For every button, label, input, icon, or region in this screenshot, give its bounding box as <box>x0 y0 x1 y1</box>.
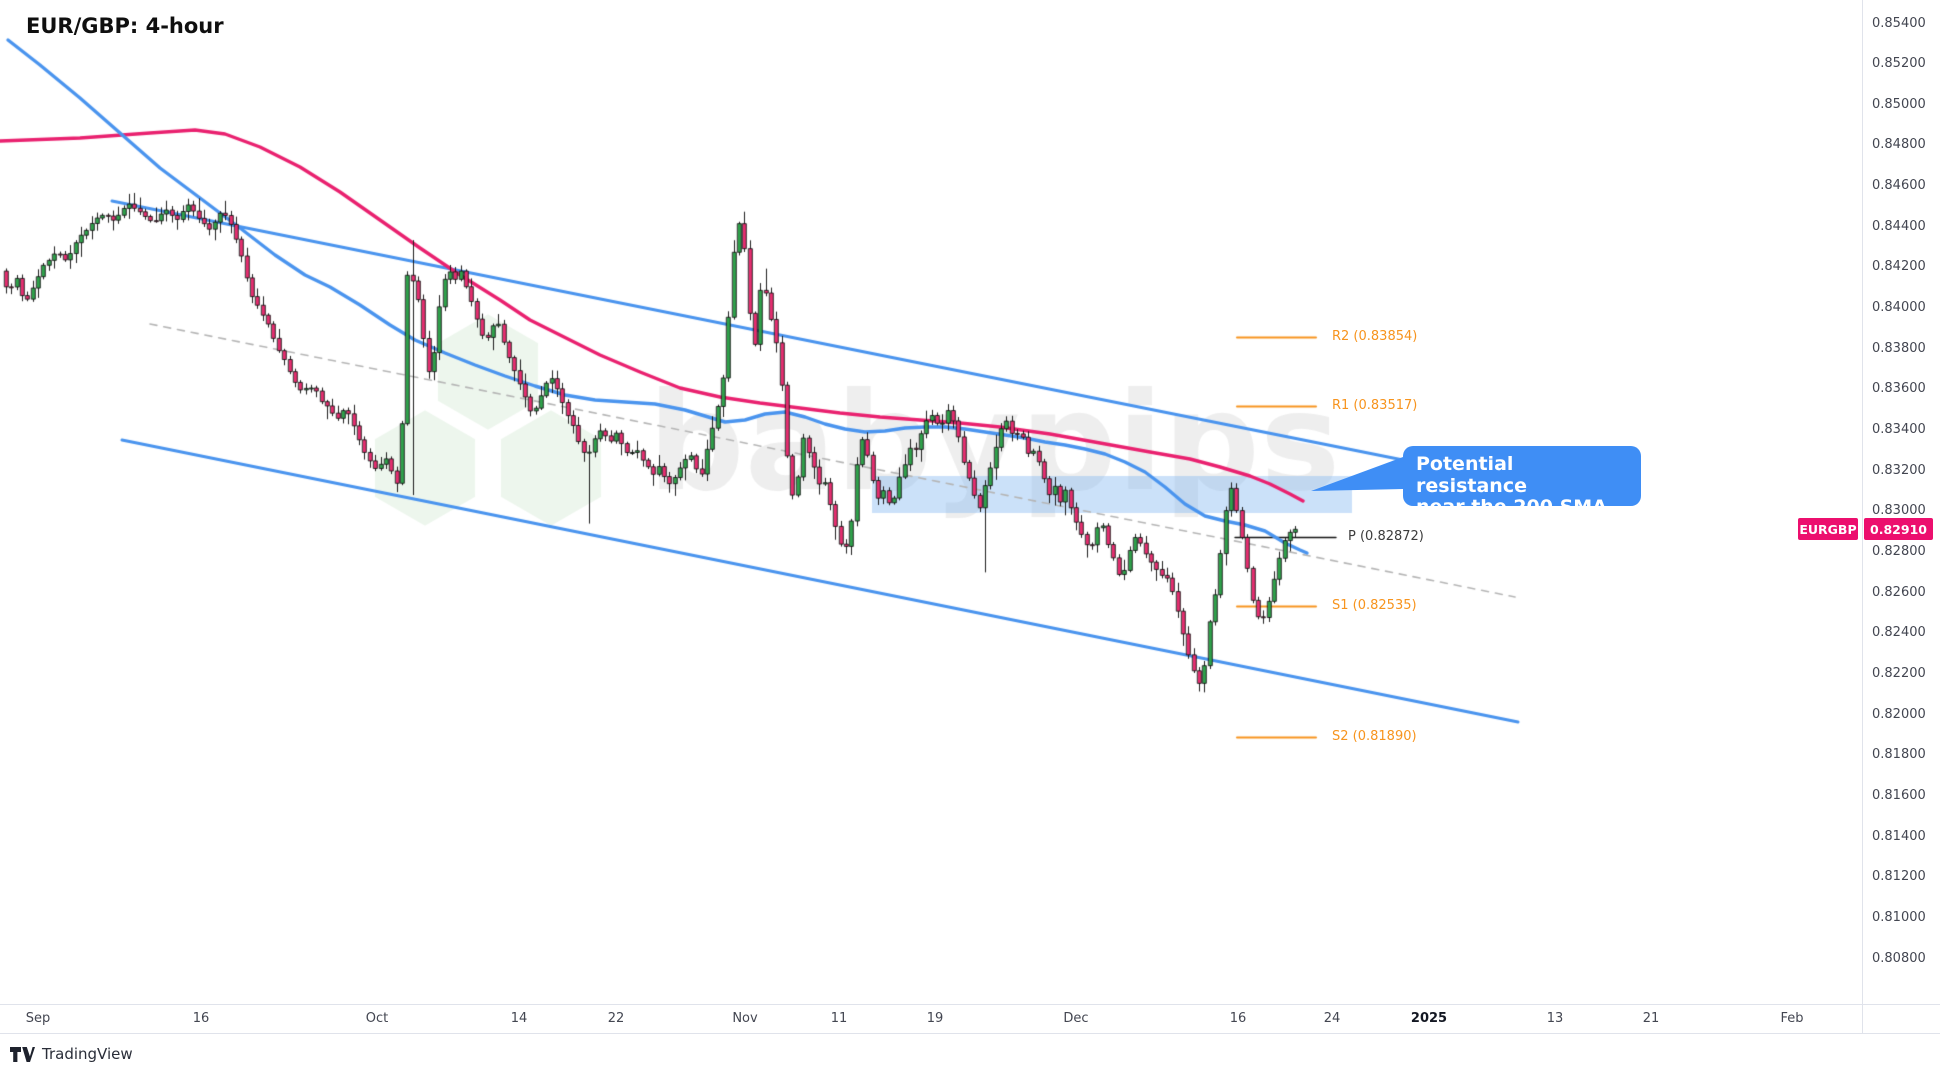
price-tick-0.81200: 0.81200 <box>1872 869 1926 885</box>
tradingview-logo[interactable]: TradingView <box>10 1045 133 1063</box>
callout-annotation[interactable]: Potential resistance near the 200 SMA <box>1403 446 1641 518</box>
price-tick-0.83600: 0.83600 <box>1872 381 1926 397</box>
price-tick-0.81000: 0.81000 <box>1872 910 1926 926</box>
price-tick-0.84000: 0.84000 <box>1872 300 1926 316</box>
symbol-badge: EURGBP <box>1798 518 1858 541</box>
price-tick-0.85200: 0.85200 <box>1872 56 1926 72</box>
callout-line1: Potential resistance <box>1416 453 1527 497</box>
pivot-label-s1: S1 (0.82535) <box>1332 597 1417 613</box>
time-tick-Oct: Oct <box>365 1011 389 1026</box>
pivot-label-r1: R1 (0.83517) <box>1332 397 1418 413</box>
time-tick-16: 16 <box>192 1011 210 1026</box>
price-tick-0.85400: 0.85400 <box>1872 15 1926 31</box>
price-tick-0.83400: 0.83400 <box>1872 422 1926 438</box>
price-tick-0.81800: 0.81800 <box>1872 747 1926 763</box>
price-tick-0.82600: 0.82600 <box>1872 584 1926 600</box>
price-tick-0.83200: 0.83200 <box>1872 462 1926 478</box>
tradingview-label: TradingView <box>42 1045 133 1063</box>
price-tick-0.83800: 0.83800 <box>1872 340 1926 356</box>
price-tick-0.80800: 0.80800 <box>1872 950 1926 966</box>
page-title: EUR/GBP: 4-hour <box>26 14 224 38</box>
price-tick-0.82400: 0.82400 <box>1872 625 1926 641</box>
price-tick-0.81400: 0.81400 <box>1872 828 1926 844</box>
pivot-label-s2: S2 (0.81890) <box>1332 728 1417 744</box>
price-tick-0.82800: 0.82800 <box>1872 544 1926 560</box>
time-tick-16: 16 <box>1229 1011 1247 1026</box>
time-axis-border-top <box>0 1004 1940 1005</box>
price-tick-0.83000: 0.83000 <box>1872 503 1926 519</box>
price-tick-0.82000: 0.82000 <box>1872 706 1926 722</box>
time-tick-Nov: Nov <box>732 1011 758 1026</box>
time-tick-2025: 2025 <box>1410 1011 1448 1026</box>
price-tick-0.84400: 0.84400 <box>1872 218 1926 234</box>
time-axis-border-bottom <box>0 1033 1940 1034</box>
time-tick-21: 21 <box>1642 1011 1660 1026</box>
time-tick-13: 13 <box>1546 1011 1564 1026</box>
time-tick-Dec: Dec <box>1063 1011 1089 1026</box>
price-tick-0.84600: 0.84600 <box>1872 178 1926 194</box>
time-tick-Sep: Sep <box>25 1011 51 1026</box>
time-tick-22: 22 <box>607 1011 625 1026</box>
tradingview-icon <box>10 1046 35 1062</box>
last-price-badge: 0.82910 <box>1864 518 1933 541</box>
time-tick-19: 19 <box>926 1011 944 1026</box>
time-tick-24: 24 <box>1323 1011 1341 1026</box>
price-tick-0.84800: 0.84800 <box>1872 137 1926 153</box>
pivot-label-r2: R2 (0.83854) <box>1332 329 1418 345</box>
price-tick-0.85000: 0.85000 <box>1872 96 1926 112</box>
callout-line2: near the 200 SMA <box>1416 496 1607 518</box>
time-tick-14: 14 <box>510 1011 528 1026</box>
price-tick-0.82200: 0.82200 <box>1872 666 1926 682</box>
price-axis-separator <box>1862 0 1863 1033</box>
time-tick-Feb: Feb <box>1780 1011 1804 1026</box>
time-tick-11: 11 <box>830 1011 848 1026</box>
price-tick-0.84200: 0.84200 <box>1872 259 1926 275</box>
pivot-label-p: P (0.82872) <box>1348 529 1424 545</box>
price-tick-0.81600: 0.81600 <box>1872 788 1926 804</box>
